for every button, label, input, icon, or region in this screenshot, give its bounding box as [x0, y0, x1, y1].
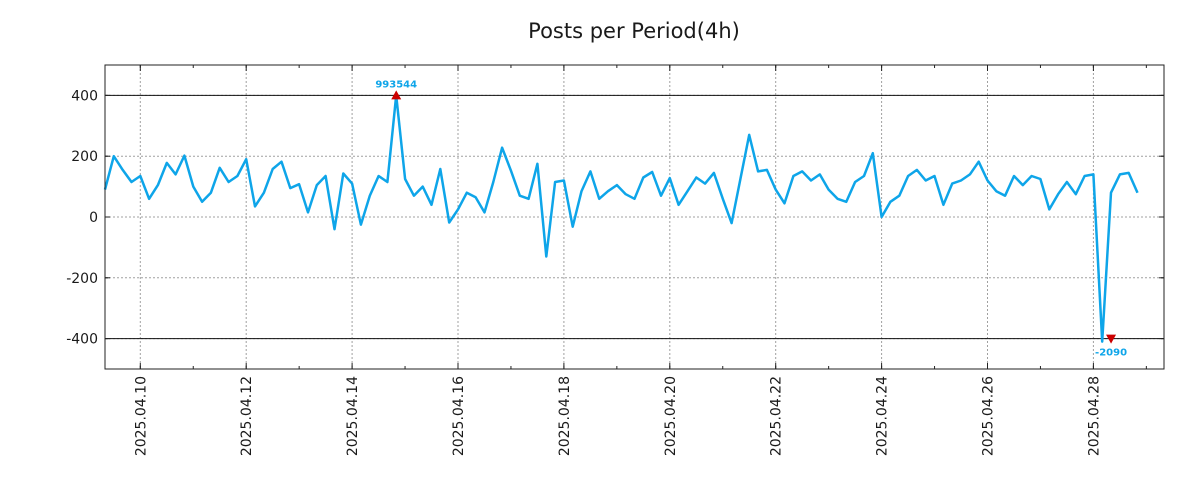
- x-tick-label: 2025.04.16: [451, 376, 467, 456]
- reference-lines: [105, 94, 1164, 340]
- chart-title: Posts per Period(4h): [528, 19, 740, 43]
- y-tick-label: 200: [71, 149, 98, 165]
- axes: 400 200 0 -200 -400 2025.04.10 2025.04.12 2025.…: [66, 65, 1164, 456]
- annotation-marker: [1106, 334, 1117, 344]
- annotation-label: -2090: [1095, 348, 1127, 359]
- series-line-layer: [103, 94, 1139, 343]
- x-tick-label: 2025.04.20: [663, 376, 679, 456]
- series-line: [103, 94, 1139, 343]
- x-tick-label: 2025.04.10: [133, 376, 149, 456]
- x-tick-label: 2025.04.24: [875, 376, 891, 456]
- y-tick-label: -200: [66, 271, 98, 287]
- annotation-marker: [391, 90, 402, 100]
- x-tick-label: 2025.04.14: [345, 376, 361, 456]
- annotation-label: 993544: [375, 79, 417, 90]
- x-tick-label: 2025.04.22: [769, 376, 785, 456]
- x-tick-label: 2025.04.26: [981, 376, 997, 456]
- y-tick-label: 400: [71, 88, 98, 104]
- x-tick-label: 2025.04.12: [239, 376, 255, 456]
- grid: [105, 65, 1164, 369]
- annotations: 993544 -2090: [375, 79, 1127, 358]
- x-tick-label: 2025.04.18: [557, 376, 573, 456]
- y-tick-label: 0: [89, 210, 98, 226]
- x-tick-label: 2025.04.28: [1086, 376, 1102, 456]
- y-tick-label: -400: [66, 332, 98, 348]
